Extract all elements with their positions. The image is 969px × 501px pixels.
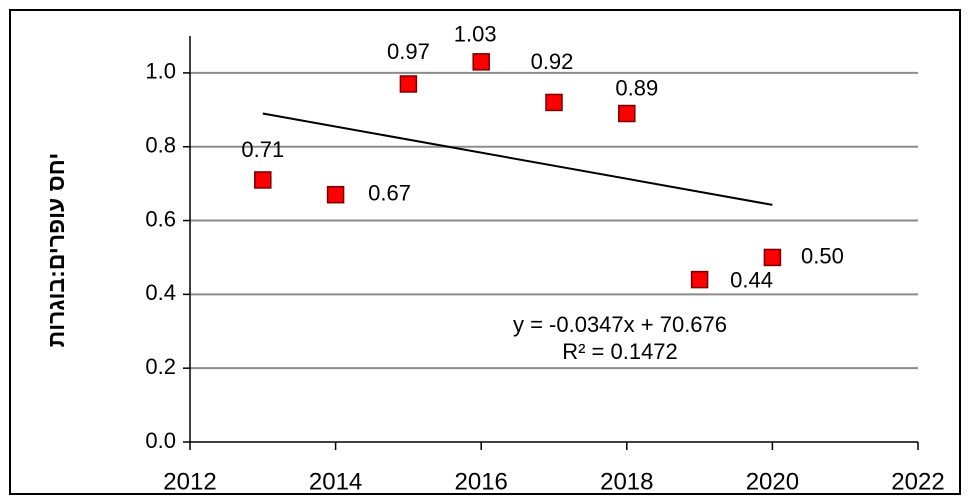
marker (690, 270, 709, 289)
x-tick-label: 2020 (746, 468, 799, 495)
data-label: 0.71 (241, 137, 284, 162)
marker (618, 104, 636, 123)
marker (763, 248, 782, 267)
y-tick-label: 0.4 (145, 280, 176, 305)
trendline-label: y = -0.0347x + 70.676 (513, 312, 727, 337)
x-tick-label: 2018 (600, 468, 653, 495)
x-tick-label: 2022 (891, 468, 944, 495)
data-label: 0.44 (730, 267, 773, 292)
data-label: 0.92 (531, 49, 574, 74)
data-label: 1.03 (454, 22, 497, 47)
y-tick-label: 0.8 (145, 133, 176, 158)
y-tick-label: 0.2 (145, 354, 176, 379)
marker (326, 185, 345, 204)
x-tick-label: 2016 (455, 468, 508, 495)
y-axis-label: יחס עופרים:בוגרות (43, 153, 69, 348)
marker (545, 93, 563, 112)
data-label: 0.67 (368, 181, 411, 206)
y-tick-label: 1.0 (145, 59, 176, 84)
trendline-label: R² = 0.1472 (562, 339, 678, 364)
data-label: 0.97 (387, 39, 430, 64)
trendline (262, 112, 773, 206)
data-label: 0.89 (615, 75, 658, 100)
chart-frame (9, 9, 961, 495)
x-tick-label: 2014 (309, 468, 362, 495)
data-label: 0.50 (801, 243, 844, 268)
y-tick-label: 0.0 (145, 428, 176, 453)
x-tick-label: 2012 (163, 468, 216, 495)
marker (399, 75, 418, 93)
y-tick-label: 0.6 (145, 206, 176, 231)
marker (254, 171, 272, 189)
marker (472, 53, 490, 71)
